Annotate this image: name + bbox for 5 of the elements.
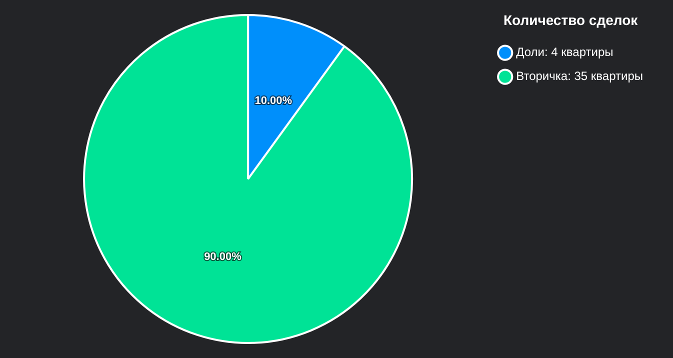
data-label: 10.00% bbox=[254, 95, 292, 108]
legend-title: Количество сделок bbox=[503, 12, 639, 28]
legend-label: Доли: 4 квартиры bbox=[516, 45, 614, 60]
data-label: 90.00% bbox=[204, 251, 242, 264]
legend-label: Вторичка: 35 квартиры bbox=[516, 69, 644, 84]
